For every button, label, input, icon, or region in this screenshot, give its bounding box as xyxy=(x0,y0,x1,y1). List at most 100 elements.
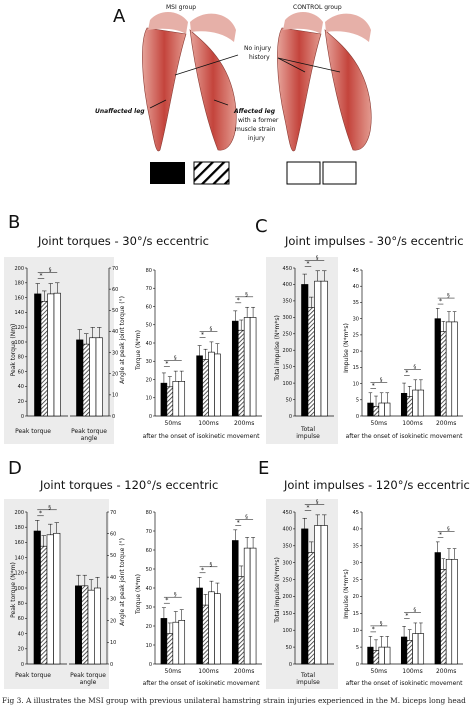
y-tick-label: 200 xyxy=(14,510,24,516)
ylabel-b-right: Torque (N*m) xyxy=(135,330,142,371)
xlabel-e-after: after the onset of isokinetic movement xyxy=(346,680,464,687)
y-tick-label: 35 xyxy=(353,300,359,306)
x-category-label: 200ms xyxy=(234,420,254,427)
bar xyxy=(406,640,413,665)
y-tick-label: 70 xyxy=(146,286,152,292)
sig-star: * xyxy=(307,504,310,511)
affected-note-1: with a former xyxy=(238,117,279,124)
bar xyxy=(451,558,458,665)
y-tick-label: 100 xyxy=(282,628,292,634)
y-tick-label: 100 xyxy=(282,381,292,387)
y-tick-label: 10 xyxy=(146,643,152,649)
sig-star: * xyxy=(237,297,240,304)
y-tick-label: 0 xyxy=(289,414,292,420)
bar xyxy=(75,585,82,665)
y-tick-label: 200 xyxy=(282,348,292,354)
msi-group-label: MSI group xyxy=(166,4,196,11)
x-category-label: 200ms xyxy=(436,668,456,675)
xlabel-e-total-2: impulse xyxy=(296,679,320,686)
y-tick-label: 25 xyxy=(353,577,359,583)
y-tick-label: 40 xyxy=(146,586,152,592)
xlabel-b-after: after the onset of isokinetic movement xyxy=(143,433,261,440)
y-tick-label: 300 xyxy=(282,560,292,566)
y-tick-label: 70 xyxy=(146,529,152,535)
panel-a: A MSI group CONTROL group No injury hist… xyxy=(95,4,372,185)
plots: 020406080100120140160180200*§01020304050… xyxy=(14,255,463,675)
y-tick-label: 100 xyxy=(14,586,24,592)
y-tick-label: 20 xyxy=(146,624,152,630)
y-tick-label: 140 xyxy=(14,310,24,316)
bar xyxy=(202,604,209,665)
bar xyxy=(243,547,251,665)
bar xyxy=(445,558,453,665)
bar xyxy=(249,547,257,665)
bar xyxy=(237,329,245,417)
y-tick-label: 60 xyxy=(18,616,24,622)
y-tick-label: 20 xyxy=(112,372,118,378)
ylabel-b-left: Peak torque (Nm) xyxy=(10,324,17,377)
legend-swatch-control-1 xyxy=(286,161,321,185)
bar xyxy=(95,337,103,417)
figure-caption: Fig 3. A illustrates the MSI group with … xyxy=(2,696,466,705)
xlabel-e-total-1: Total xyxy=(300,672,315,679)
bar xyxy=(451,321,458,417)
sig-section: § xyxy=(413,607,416,613)
sig-section: § xyxy=(316,255,319,261)
y-tick-label: 0 xyxy=(21,414,24,420)
bar xyxy=(46,534,54,665)
y-tick-label: 0 xyxy=(110,662,113,668)
y-tick-label: 10 xyxy=(110,640,116,646)
sig-star: * xyxy=(405,369,408,376)
bar xyxy=(301,528,309,665)
sig-star: * xyxy=(201,567,204,574)
y-tick-label: 60 xyxy=(112,287,118,293)
bar xyxy=(406,396,413,417)
bar xyxy=(160,618,168,665)
y-tick-label: 20 xyxy=(110,618,116,624)
y-tick-label: 0 xyxy=(21,662,24,668)
y-tick-label: 20 xyxy=(18,399,24,405)
y-tick-label: 140 xyxy=(14,555,24,561)
y-tick-label: 15 xyxy=(353,611,359,617)
chart-c-right: 0 5 10 15 20 25 30 35 40 45 * § * § * § 50ms 100ms 200ms xyxy=(353,268,463,427)
bar xyxy=(47,293,55,417)
bar xyxy=(314,280,322,417)
panel-letter-a: A xyxy=(113,6,126,27)
y-tick-label: 30 xyxy=(353,560,359,566)
y-tick-label: 40 xyxy=(110,575,116,581)
y-tick-label: 200 xyxy=(282,594,292,600)
x-category-label: 50ms xyxy=(165,420,182,427)
chart-b-left: 0 20 40 60 80 100 120 140 160 180 200 * § xyxy=(14,266,68,420)
bar xyxy=(160,382,168,417)
xlabel-d-after: after the onset of isokinetic movement xyxy=(143,680,261,687)
sig-section: § xyxy=(174,592,177,598)
control-group-label: CONTROL group xyxy=(293,4,342,11)
x-category-label: 50ms xyxy=(165,668,182,675)
y-tick-label: 0 xyxy=(356,414,359,420)
ylabel-e-right: Impulse (N*m*s) xyxy=(343,569,350,619)
y-tick-label: 10 xyxy=(146,396,152,402)
y-tick-label: 15 xyxy=(353,365,359,371)
y-tick-label: 80 xyxy=(146,268,152,274)
bar xyxy=(301,284,309,417)
bar xyxy=(33,530,41,665)
bar xyxy=(40,545,48,665)
sig-star: * xyxy=(165,597,168,604)
y-tick-label: 30 xyxy=(146,359,152,365)
bar xyxy=(34,293,42,417)
bar xyxy=(94,587,101,665)
y-tick-label: 30 xyxy=(110,597,116,603)
y-tick-label: 50 xyxy=(286,645,292,651)
sig-star: * xyxy=(39,510,42,517)
panel-letter-b: B xyxy=(8,212,20,233)
x-category-label: 100ms xyxy=(402,420,422,427)
chart-c-left: 0 50 100 150 200 250 300 350 400 450 * § xyxy=(282,255,334,420)
affected-leg-label: Affected leg xyxy=(233,108,276,115)
y-tick-label: 0 xyxy=(149,414,152,420)
y-tick-label: 40 xyxy=(353,284,359,290)
ylabel-e-left: Total impulse (N*m*s) xyxy=(274,557,281,624)
unaffected-leg-label: Unaffected leg xyxy=(95,108,145,115)
xlabel-d-angle-2: angle xyxy=(80,679,97,686)
xlabel-d-angle-1: Peak torque xyxy=(70,672,106,679)
x-category-label: 200ms xyxy=(436,420,456,427)
